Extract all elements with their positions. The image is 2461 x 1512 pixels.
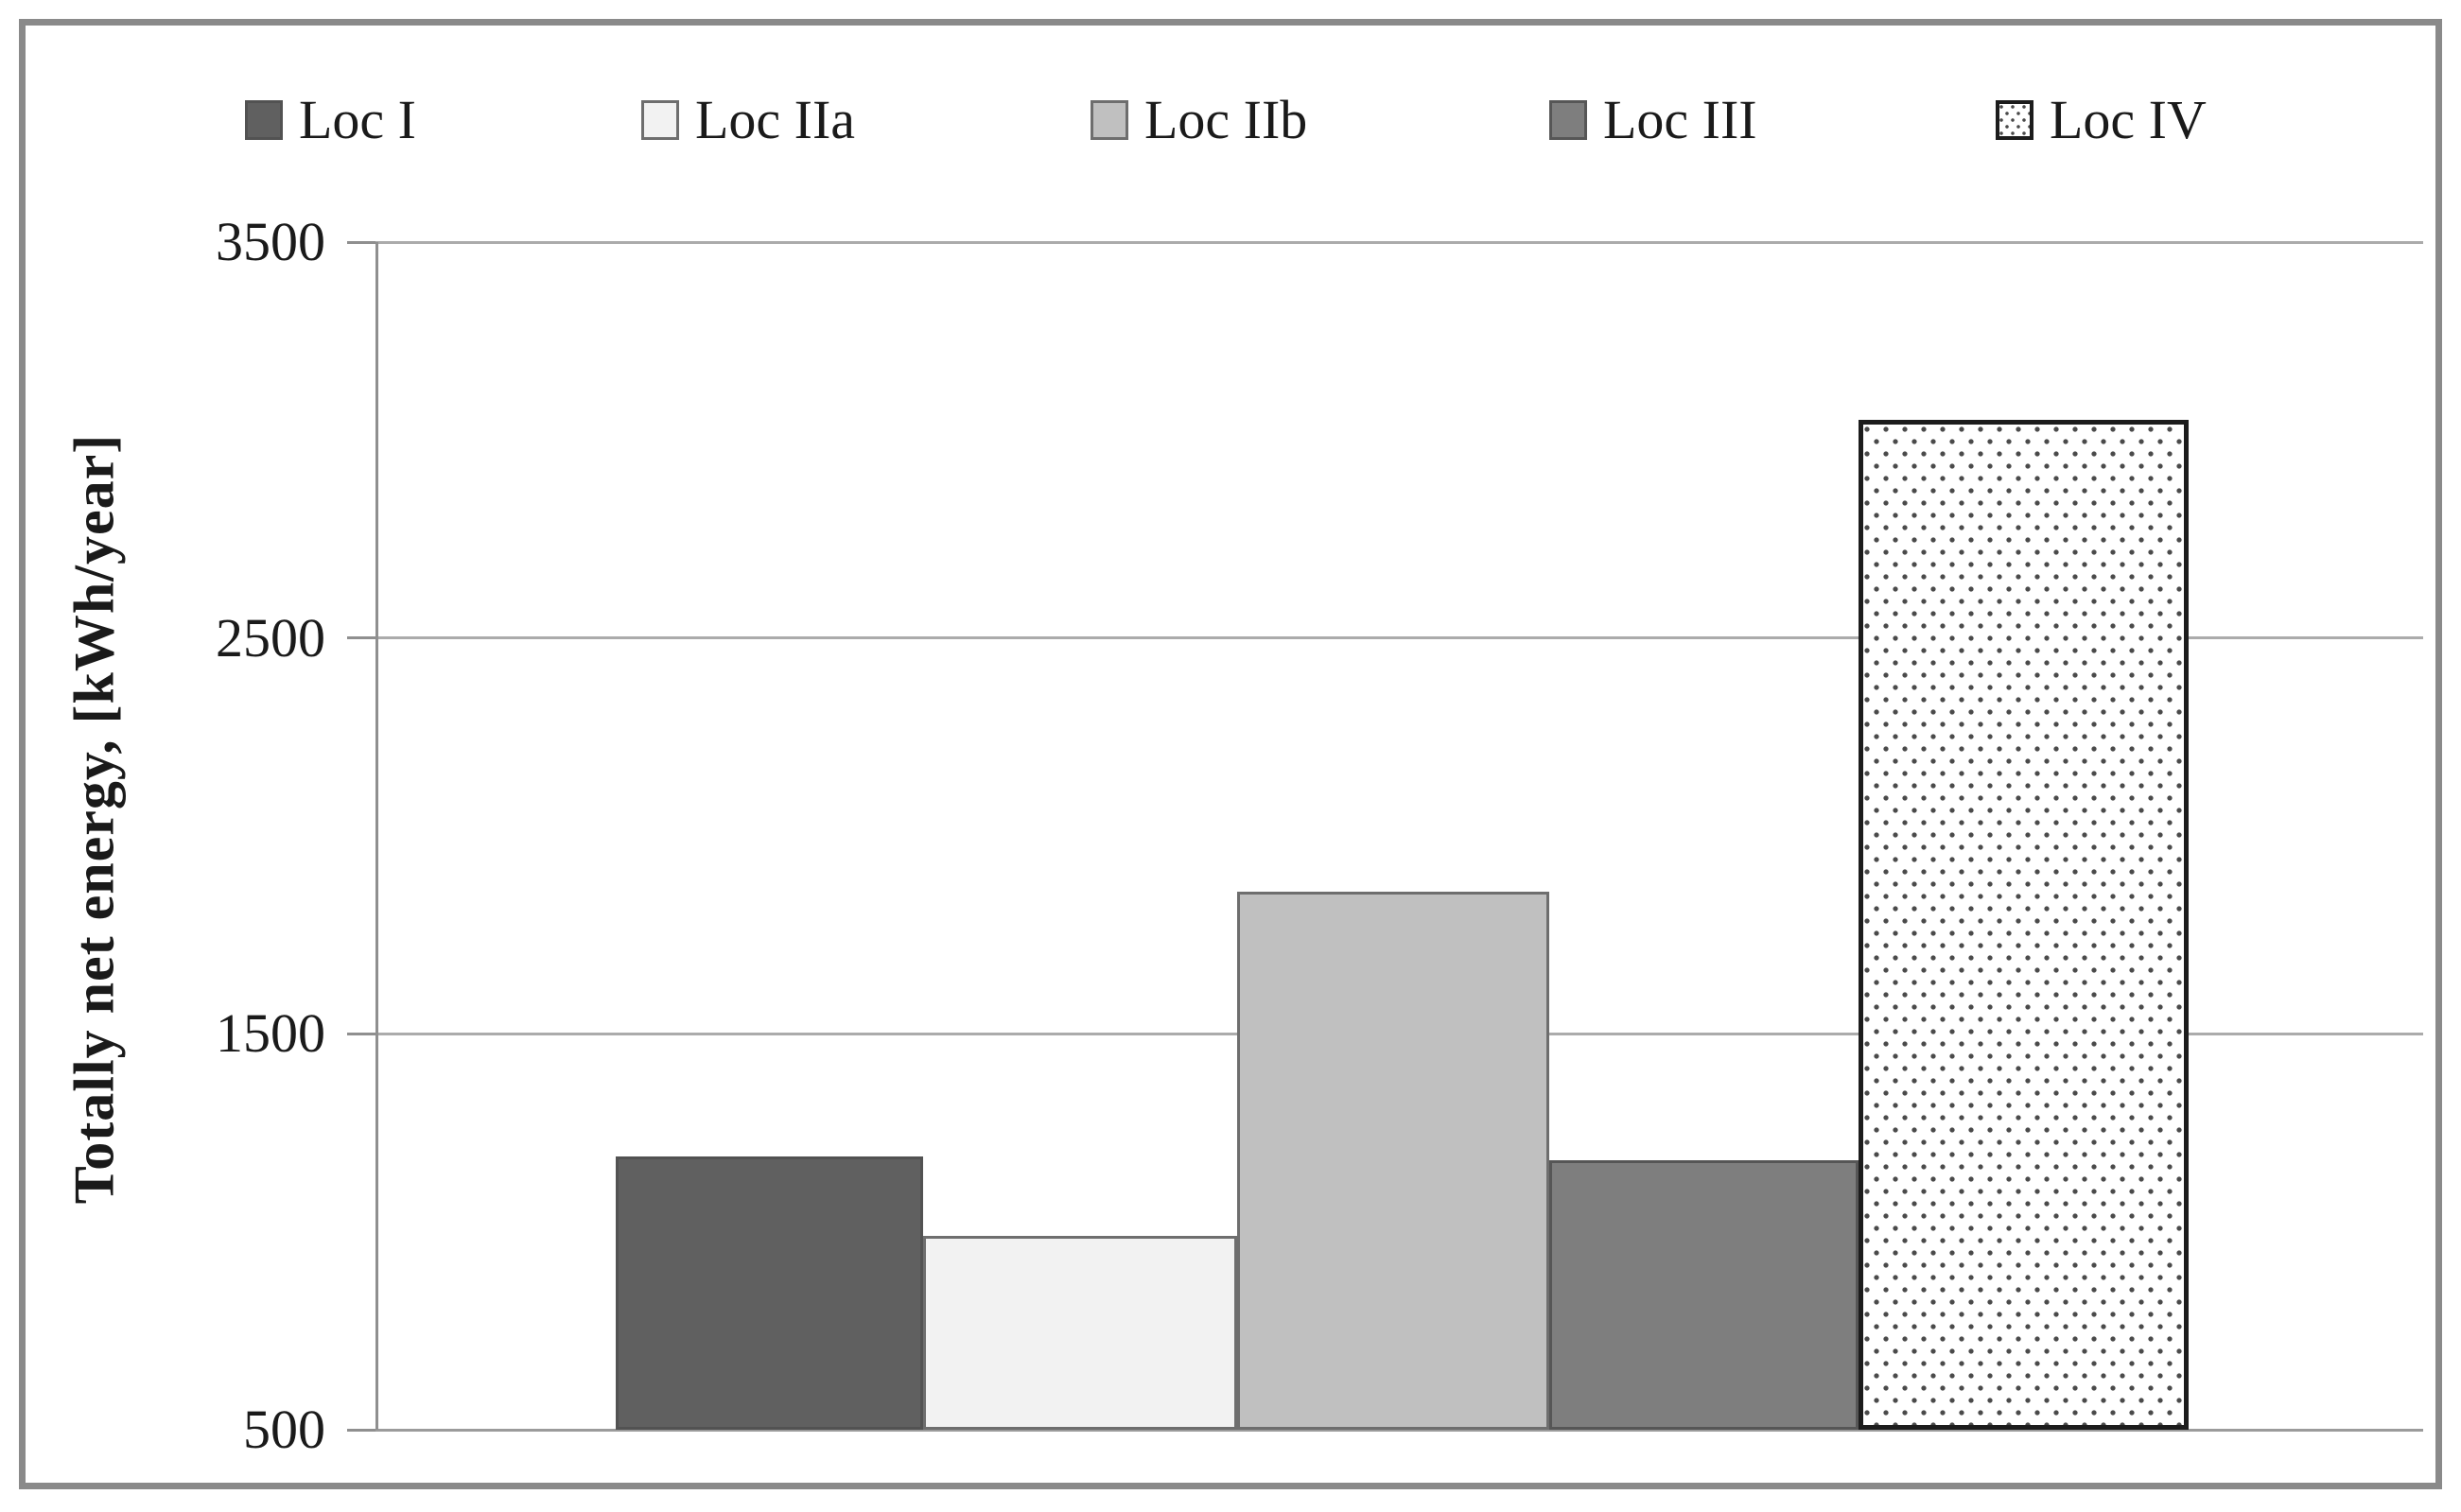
legend-swatch-loc-iib <box>1091 100 1128 140</box>
y-tick-mark-500 <box>347 1428 375 1432</box>
legend-label-loc-i: Loc I <box>299 89 416 150</box>
legend-swatch-loc-iii <box>1549 100 1587 140</box>
x-axis-baseline <box>375 1428 2423 1432</box>
y-tick-label-3500: 3500 <box>216 211 325 272</box>
legend-label-loc-iii: Loc III <box>1603 89 1757 150</box>
legend-label-loc-iv: Loc IV <box>2050 89 2207 150</box>
y-tick-label-500: 500 <box>243 1399 325 1460</box>
y-axis-line <box>375 242 378 1430</box>
legend-item-loc-iib: Loc IIb <box>1091 89 1307 151</box>
bar-loc-iv <box>1859 420 2189 1430</box>
bar-loc-iia <box>923 1236 1237 1430</box>
legend-item-loc-i: Loc I <box>245 89 416 151</box>
legend-label-loc-iib: Loc IIb <box>1144 89 1308 150</box>
y-tick-label-2500: 2500 <box>216 606 325 669</box>
legend-item-loc-iii: Loc III <box>1549 89 1757 151</box>
y-tick-mark-2500 <box>347 636 375 640</box>
legend-item-loc-iia: Loc IIa <box>641 89 855 151</box>
y-tick-mark-1500 <box>347 1032 375 1035</box>
gridline-3500 <box>375 240 2423 244</box>
y-tick-label-1500: 1500 <box>216 1002 325 1065</box>
y-tick-mark-3500 <box>347 240 375 244</box>
plot-area <box>347 240 2423 1432</box>
legend-swatch-loc-iia <box>641 100 679 140</box>
bar-loc-iii <box>1549 1160 1859 1430</box>
legend-swatch-loc-iv <box>1996 100 2033 140</box>
y-axis-title: Totally net energy, [kWh/year] <box>62 433 126 1205</box>
legend-swatch-loc-i <box>245 100 283 140</box>
bar-loc-iib <box>1237 892 1549 1430</box>
gridline-2500 <box>375 636 2423 640</box>
legend-item-loc-iv: Loc IV <box>1996 89 2207 151</box>
bar-loc-i <box>616 1156 923 1430</box>
legend-label-loc-iia: Loc IIa <box>695 89 856 150</box>
